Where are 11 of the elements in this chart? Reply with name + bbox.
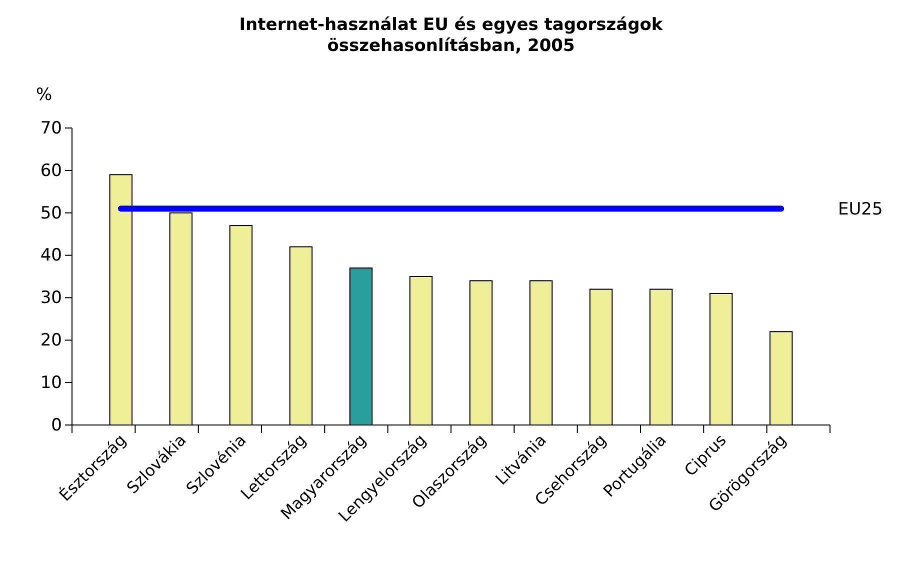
y-axis-title: %	[36, 85, 52, 105]
y-tick-label: 40	[40, 246, 62, 266]
y-tick-label: 20	[40, 330, 62, 351]
y-tick-label: 30	[40, 288, 62, 308]
y-tick-label: 70	[40, 118, 62, 138]
y-tick-label: 10	[40, 373, 62, 394]
chart-title: Internet-használat EU és egyes tagországok összehasonlításban, 2005	[239, 15, 664, 56]
text: EU25	[838, 200, 883, 220]
y-tick-label: 0	[51, 415, 62, 436]
y-tick-label: 50	[40, 203, 62, 224]
y-tick-label: 60	[40, 160, 62, 181]
